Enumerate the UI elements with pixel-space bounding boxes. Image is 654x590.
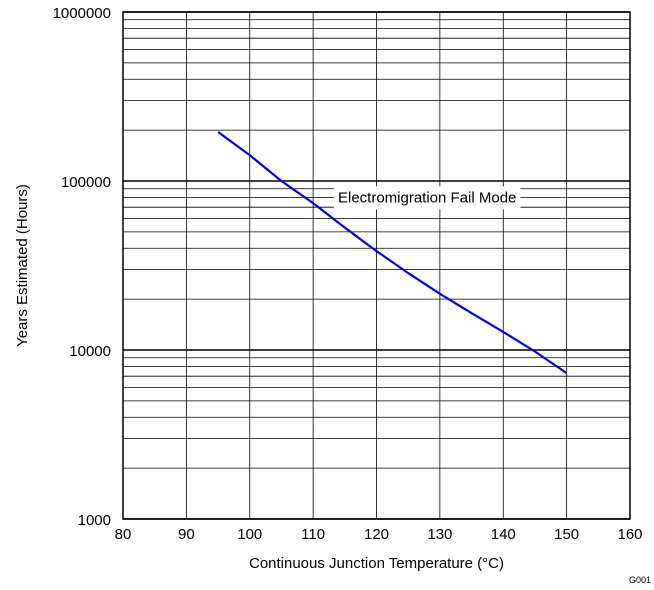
x-tick-label: 130 xyxy=(427,526,452,543)
x-tick-label: 80 xyxy=(115,526,132,543)
x-tick-label: 90 xyxy=(178,526,195,543)
x-tick-label: 160 xyxy=(617,526,642,543)
y-tick-label: 100000 xyxy=(61,174,111,191)
y-tick-label: 10000 xyxy=(69,343,111,360)
figure-code: G001 xyxy=(629,575,651,585)
y-axis-title: Years Estimated (Hours) xyxy=(14,184,31,347)
plot-lines xyxy=(217,131,568,375)
plot-frame xyxy=(122,11,631,520)
x-tick-label: 120 xyxy=(364,526,389,543)
annotation-label: Electromigration Fail Mode xyxy=(338,189,516,206)
x-tick-label: 110 xyxy=(301,526,325,543)
annotation-layer: Electromigration Fail Mode xyxy=(333,186,521,210)
annotation-background xyxy=(333,186,521,210)
x-tick-labels: 80 90 100 110 120 130 140 150 160 xyxy=(115,526,643,543)
y-tick-label: 1000000 xyxy=(53,5,111,22)
x-tick-label: 140 xyxy=(491,526,516,543)
x-tick-label: 100 xyxy=(237,526,262,543)
minor-grid xyxy=(122,12,631,519)
x-tick-label: 150 xyxy=(554,526,579,543)
series-line xyxy=(217,131,568,375)
x-axis-title: Continuous Junction Temperature (°C) xyxy=(249,555,504,572)
y-tick-label: 1000 xyxy=(78,512,111,529)
y-tick-labels: 1000 10000 100000 1000000 xyxy=(53,5,111,529)
